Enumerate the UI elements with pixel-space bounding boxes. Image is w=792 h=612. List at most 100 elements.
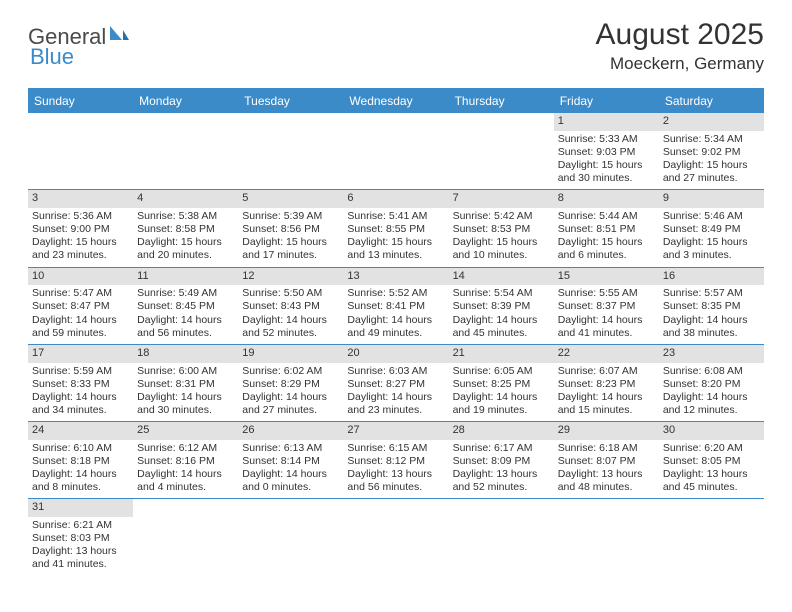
daylight-line-1: Daylight: 15 hours — [558, 236, 655, 249]
sunrise-text: Sunrise: 6:21 AM — [32, 519, 129, 532]
daylight-line-1: Daylight: 14 hours — [453, 314, 550, 327]
day-number: 23 — [659, 345, 764, 363]
daylight-line-2: and 38 minutes. — [663, 327, 760, 340]
day-cell: 22Sunrise: 6:07 AMSunset: 8:23 PMDayligh… — [554, 345, 659, 421]
day-number: 28 — [449, 422, 554, 440]
daylight-line-1: Daylight: 14 hours — [137, 314, 234, 327]
daylight-line-1: Daylight: 14 hours — [663, 391, 760, 404]
daylight-line-1: Daylight: 14 hours — [347, 314, 444, 327]
day-number: 15 — [554, 268, 659, 286]
week-row: 31Sunrise: 6:21 AMSunset: 8:03 PMDayligh… — [28, 499, 764, 575]
day-body — [343, 515, 448, 521]
sunrise-text: Sunrise: 6:20 AM — [663, 442, 760, 455]
sunrise-text: Sunrise: 6:15 AM — [347, 442, 444, 455]
sunset-text: Sunset: 8:20 PM — [663, 378, 760, 391]
sunrise-text: Sunrise: 5:38 AM — [137, 210, 234, 223]
sunset-text: Sunset: 8:39 PM — [453, 300, 550, 313]
daylight-line-1: Daylight: 14 hours — [137, 468, 234, 481]
sunset-text: Sunset: 8:27 PM — [347, 378, 444, 391]
sunrise-text: Sunrise: 6:17 AM — [453, 442, 550, 455]
daylight-line-1: Daylight: 14 hours — [347, 391, 444, 404]
day-number: 29 — [554, 422, 659, 440]
daylight-line-2: and 15 minutes. — [558, 404, 655, 417]
sail-icon — [108, 24, 130, 42]
week-row: 17Sunrise: 5:59 AMSunset: 8:33 PMDayligh… — [28, 345, 764, 422]
sunset-text: Sunset: 8:12 PM — [347, 455, 444, 468]
day-body: Sunrise: 6:05 AMSunset: 8:25 PMDaylight:… — [449, 363, 554, 422]
sunset-text: Sunset: 8:47 PM — [32, 300, 129, 313]
day-number: 5 — [238, 190, 343, 208]
daylight-line-1: Daylight: 15 hours — [347, 236, 444, 249]
day-number: 26 — [238, 422, 343, 440]
day-number — [343, 113, 448, 129]
day-cell: 27Sunrise: 6:15 AMSunset: 8:12 PMDayligh… — [343, 422, 448, 498]
day-number: 21 — [449, 345, 554, 363]
daylight-line-1: Daylight: 14 hours — [558, 391, 655, 404]
sunset-text: Sunset: 8:35 PM — [663, 300, 760, 313]
day-cell: 13Sunrise: 5:52 AMSunset: 8:41 PMDayligh… — [343, 268, 448, 344]
sunrise-text: Sunrise: 6:03 AM — [347, 365, 444, 378]
day-number: 4 — [133, 190, 238, 208]
daylight-line-1: Daylight: 15 hours — [32, 236, 129, 249]
day-cell: 6Sunrise: 5:41 AMSunset: 8:55 PMDaylight… — [343, 190, 448, 266]
day-number — [449, 113, 554, 129]
sunset-text: Sunset: 8:55 PM — [347, 223, 444, 236]
day-cell: 4Sunrise: 5:38 AMSunset: 8:58 PMDaylight… — [133, 190, 238, 266]
day-body: Sunrise: 5:34 AMSunset: 9:02 PMDaylight:… — [659, 131, 764, 190]
sunrise-text: Sunrise: 5:50 AM — [242, 287, 339, 300]
sunset-text: Sunset: 8:45 PM — [137, 300, 234, 313]
day-cell: 7Sunrise: 5:42 AMSunset: 8:53 PMDaylight… — [449, 190, 554, 266]
day-cell: 24Sunrise: 6:10 AMSunset: 8:18 PMDayligh… — [28, 422, 133, 498]
day-cell: 3Sunrise: 5:36 AMSunset: 9:00 PMDaylight… — [28, 190, 133, 266]
daylight-line-1: Daylight: 13 hours — [663, 468, 760, 481]
daylight-line-2: and 8 minutes. — [32, 481, 129, 494]
daylight-line-2: and 49 minutes. — [347, 327, 444, 340]
sunrise-text: Sunrise: 5:33 AM — [558, 133, 655, 146]
day-number: 19 — [238, 345, 343, 363]
sunrise-text: Sunrise: 6:13 AM — [242, 442, 339, 455]
daylight-line-2: and 19 minutes. — [453, 404, 550, 417]
daylight-line-2: and 59 minutes. — [32, 327, 129, 340]
day-number: 13 — [343, 268, 448, 286]
sunrise-text: Sunrise: 6:02 AM — [242, 365, 339, 378]
daylight-line-1: Daylight: 15 hours — [663, 159, 760, 172]
day-body: Sunrise: 5:38 AMSunset: 8:58 PMDaylight:… — [133, 208, 238, 267]
daylight-line-2: and 27 minutes. — [663, 172, 760, 185]
day-body: Sunrise: 5:44 AMSunset: 8:51 PMDaylight:… — [554, 208, 659, 267]
daylight-line-2: and 10 minutes. — [453, 249, 550, 262]
sunrise-text: Sunrise: 5:46 AM — [663, 210, 760, 223]
day-cell: 1Sunrise: 5:33 AMSunset: 9:03 PMDaylight… — [554, 113, 659, 189]
daylight-line-2: and 56 minutes. — [137, 327, 234, 340]
day-number — [133, 113, 238, 129]
day-cell: 17Sunrise: 5:59 AMSunset: 8:33 PMDayligh… — [28, 345, 133, 421]
day-cell — [659, 499, 764, 575]
sunrise-text: Sunrise: 5:34 AM — [663, 133, 760, 146]
weekday-header: Saturday — [659, 90, 764, 113]
day-cell: 28Sunrise: 6:17 AMSunset: 8:09 PMDayligh… — [449, 422, 554, 498]
sunrise-text: Sunrise: 6:07 AM — [558, 365, 655, 378]
sunrise-text: Sunrise: 5:41 AM — [347, 210, 444, 223]
day-body: Sunrise: 5:52 AMSunset: 8:41 PMDaylight:… — [343, 285, 448, 344]
day-number: 11 — [133, 268, 238, 286]
day-body: Sunrise: 6:18 AMSunset: 8:07 PMDaylight:… — [554, 440, 659, 499]
daylight-line-2: and 0 minutes. — [242, 481, 339, 494]
day-number: 10 — [28, 268, 133, 286]
day-cell: 19Sunrise: 6:02 AMSunset: 8:29 PMDayligh… — [238, 345, 343, 421]
day-cell: 20Sunrise: 6:03 AMSunset: 8:27 PMDayligh… — [343, 345, 448, 421]
day-body: Sunrise: 6:10 AMSunset: 8:18 PMDaylight:… — [28, 440, 133, 499]
day-cell: 15Sunrise: 5:55 AMSunset: 8:37 PMDayligh… — [554, 268, 659, 344]
daylight-line-1: Daylight: 15 hours — [242, 236, 339, 249]
day-body: Sunrise: 5:47 AMSunset: 8:47 PMDaylight:… — [28, 285, 133, 344]
day-cell: 25Sunrise: 6:12 AMSunset: 8:16 PMDayligh… — [133, 422, 238, 498]
day-body: Sunrise: 6:15 AMSunset: 8:12 PMDaylight:… — [343, 440, 448, 499]
daylight-line-1: Daylight: 13 hours — [347, 468, 444, 481]
day-body: Sunrise: 5:46 AMSunset: 8:49 PMDaylight:… — [659, 208, 764, 267]
daylight-line-2: and 45 minutes. — [453, 327, 550, 340]
sunset-text: Sunset: 9:03 PM — [558, 146, 655, 159]
day-body — [449, 129, 554, 135]
sunset-text: Sunset: 8:29 PM — [242, 378, 339, 391]
day-number — [133, 499, 238, 515]
day-body: Sunrise: 6:12 AMSunset: 8:16 PMDaylight:… — [133, 440, 238, 499]
day-body: Sunrise: 5:42 AMSunset: 8:53 PMDaylight:… — [449, 208, 554, 267]
day-cell — [238, 113, 343, 189]
